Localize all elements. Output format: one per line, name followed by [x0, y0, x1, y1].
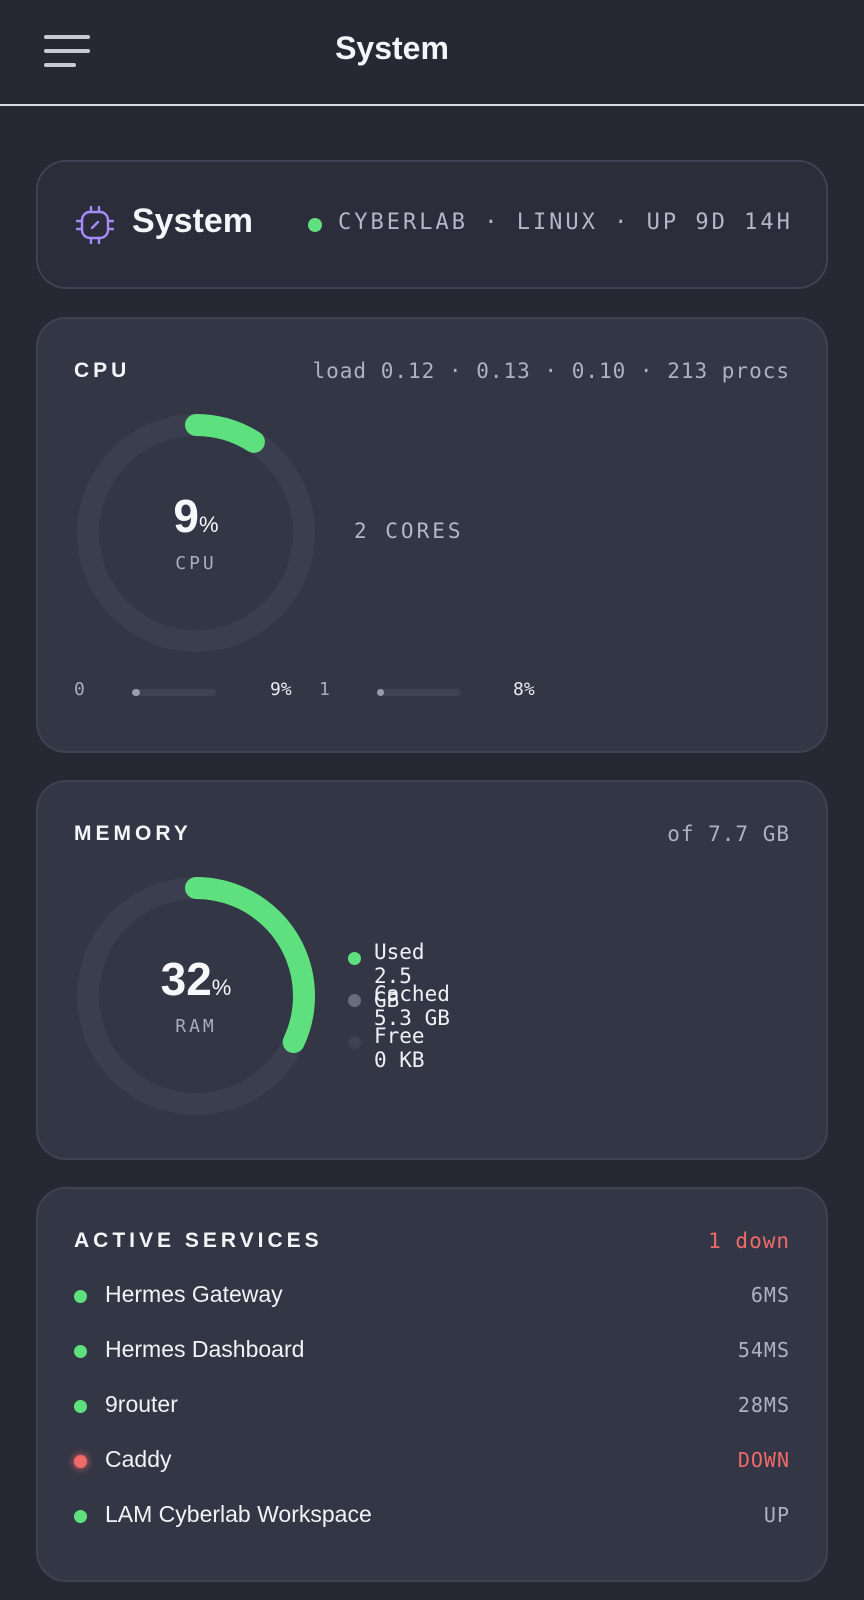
service-name: LAM Cyberlab Workspace [105, 1501, 372, 1527]
memory-gauge-ring [77, 877, 315, 1115]
service-status: 6MS [750, 1283, 790, 1307]
service-row[interactable]: 9router 28MS [74, 1385, 790, 1440]
cpu-section-label: CPU [74, 359, 131, 382]
service-row[interactable]: Caddy DOWN [74, 1440, 790, 1495]
service-name: Hermes Gateway [105, 1281, 283, 1307]
legend-dot [348, 952, 361, 965]
memory-gauge-label: RAM [175, 1016, 217, 1037]
service-status: 54MS [737, 1338, 790, 1362]
memory-total: of 7.7 GB [667, 822, 790, 846]
cpu-load-info: load 0.12 · 0.13 · 0.10 · 213 procs [312, 359, 790, 383]
service-name: Caddy [105, 1446, 172, 1472]
service-row[interactable]: Hermes Dashboard 54MS [74, 1330, 790, 1385]
core-id: 0 [74, 679, 85, 700]
service-status-dot [74, 1510, 87, 1523]
core-percent: 8% [513, 679, 535, 700]
legend-label: Free 0 KB [374, 1024, 425, 1072]
active-services-card: ACTIVE SERVICES 1 down Hermes Gateway 6M… [36, 1187, 828, 1582]
cpu-gauge-ring [77, 414, 315, 652]
service-row[interactable]: LAM Cyberlab Workspace UP [74, 1495, 790, 1550]
top-app-bar: System [0, 0, 864, 106]
services-down-count: 1 down [708, 1229, 790, 1253]
service-status-dot [74, 1345, 87, 1358]
online-status-dot [308, 218, 322, 232]
memory-usage-value: 32% [160, 953, 232, 1005]
cpu-card: CPU load 0.12 · 0.13 · 0.10 · 213 procs … [36, 317, 828, 753]
services-section-label: ACTIVE SERVICES [74, 1229, 323, 1252]
page-title: System [335, 30, 449, 66]
core-percent: 9% [270, 679, 292, 700]
core-progress-bar [377, 689, 461, 696]
cpu-cores-count: 2 CORES [354, 519, 464, 543]
cpu-gauge: 9% CPU [74, 411, 318, 655]
hamburger-menu-icon[interactable] [44, 33, 90, 69]
service-status: DOWN [737, 1448, 790, 1472]
host-info: CYBERLAB · LINUX · UP 9D 14H [338, 210, 793, 235]
service-status-dot [74, 1400, 87, 1413]
memory-section-label: MEMORY [74, 822, 192, 845]
cpu-gauge-label: CPU [175, 553, 217, 574]
cpu-chip-icon [76, 206, 114, 244]
core-id: 1 [319, 679, 330, 700]
service-status: 28MS [737, 1393, 790, 1417]
service-name: 9router [105, 1391, 178, 1417]
legend-dot [348, 1036, 361, 1049]
service-status-dot [74, 1455, 87, 1468]
system-title: System [132, 202, 253, 240]
cpu-usage-value: 9% [173, 490, 219, 542]
legend-dot [348, 994, 361, 1007]
service-row[interactable]: Hermes Gateway 6MS [74, 1275, 790, 1330]
legend-label: Cached 5.3 GB [374, 982, 450, 1030]
service-status: UP [763, 1503, 790, 1527]
system-header-card: System CYBERLAB · LINUX · UP 9D 14H [36, 160, 828, 289]
service-status-dot [74, 1290, 87, 1303]
memory-gauge: 32% RAM [74, 874, 318, 1118]
services-list: Hermes Gateway 6MS Hermes Dashboard 54MS… [74, 1275, 790, 1550]
service-name: Hermes Dashboard [105, 1336, 305, 1362]
core-progress-bar [132, 689, 216, 696]
memory-card: MEMORY of 7.7 GB 32% RAM Used 2.5 GB Cac… [36, 780, 828, 1160]
legend-label: Used 2.5 GB [374, 940, 425, 1012]
